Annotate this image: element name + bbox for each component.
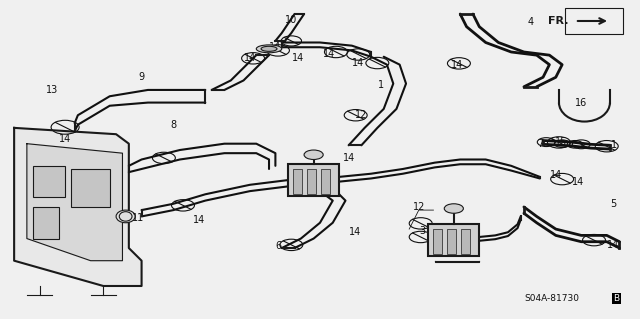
Circle shape <box>304 150 323 160</box>
Bar <box>428 224 479 256</box>
Text: 9: 9 <box>138 72 145 82</box>
Text: 1: 1 <box>611 140 618 150</box>
Ellipse shape <box>261 46 277 51</box>
Text: 14: 14 <box>193 215 205 225</box>
Bar <box>307 169 316 194</box>
Text: 14: 14 <box>244 53 256 63</box>
Text: 13: 13 <box>46 85 58 95</box>
Bar <box>433 229 442 254</box>
Text: 12: 12 <box>413 202 425 212</box>
Text: 14: 14 <box>342 153 355 163</box>
Text: S04A-81730: S04A-81730 <box>524 294 579 303</box>
Text: 2: 2 <box>301 172 307 182</box>
Text: 3: 3 <box>419 226 425 236</box>
Bar <box>288 164 339 196</box>
Text: 16: 16 <box>575 98 588 108</box>
Bar <box>33 207 59 239</box>
Text: 14: 14 <box>269 42 282 52</box>
Text: FR.: FR. <box>548 16 568 26</box>
Text: 14: 14 <box>292 53 304 63</box>
Bar <box>72 169 109 207</box>
Bar <box>33 166 65 197</box>
Text: 8: 8 <box>170 120 177 130</box>
Text: 11: 11 <box>132 213 145 223</box>
Text: B: B <box>613 294 620 303</box>
Text: 14: 14 <box>349 227 361 237</box>
Circle shape <box>444 204 463 213</box>
Polygon shape <box>14 128 141 286</box>
Text: 4: 4 <box>527 17 533 27</box>
Text: 14: 14 <box>59 134 71 144</box>
Text: 1: 1 <box>378 80 383 90</box>
Ellipse shape <box>116 210 135 223</box>
Bar <box>565 8 623 33</box>
Text: 5: 5 <box>610 199 616 209</box>
Text: 14: 14 <box>572 177 584 187</box>
Text: 14: 14 <box>451 60 463 70</box>
Polygon shape <box>27 144 122 261</box>
Text: 10: 10 <box>285 15 298 26</box>
Text: 12: 12 <box>355 110 367 120</box>
Text: 14: 14 <box>323 48 336 59</box>
Text: 7: 7 <box>537 139 543 149</box>
Text: 14: 14 <box>607 240 620 250</box>
Bar <box>321 169 330 194</box>
Bar <box>461 229 470 254</box>
Bar <box>292 169 302 194</box>
Text: 14: 14 <box>550 170 562 180</box>
Ellipse shape <box>256 45 282 53</box>
Text: 14: 14 <box>352 58 364 68</box>
Text: 6: 6 <box>275 241 282 251</box>
Bar <box>447 229 456 254</box>
Text: 15: 15 <box>555 137 567 147</box>
